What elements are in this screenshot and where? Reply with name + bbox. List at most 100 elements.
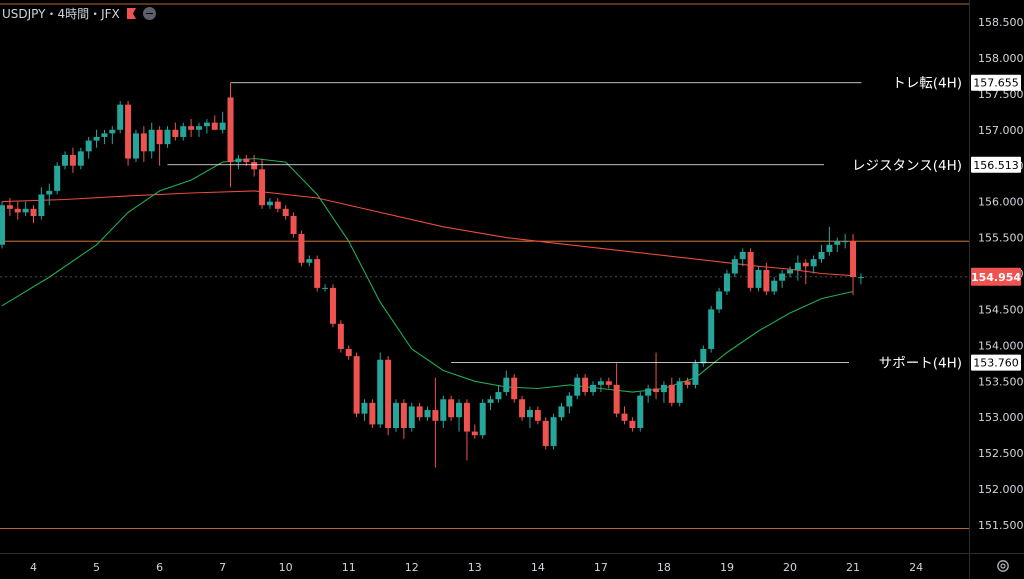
candle-body <box>771 280 778 292</box>
price-tick-label: 151.500 <box>978 519 1024 532</box>
candle-body <box>731 259 738 274</box>
candle-body <box>503 377 510 393</box>
current-price-label: 154.954 <box>971 271 1021 284</box>
price-tick-label: 158.500 <box>978 16 1024 29</box>
candle-body <box>629 420 636 428</box>
time-tick-label: 18 <box>657 561 671 574</box>
candle-body <box>621 413 628 421</box>
candle-body <box>574 377 581 396</box>
price-tag-box <box>971 354 1021 371</box>
ma-long-line <box>1 190 854 277</box>
price-tick-label: 157.000 <box>978 124 1024 137</box>
candle-body <box>93 136 100 141</box>
candle-body <box>125 104 132 159</box>
candle-body <box>495 392 502 400</box>
candle-body <box>117 104 124 130</box>
candle-body <box>196 126 202 130</box>
candle-body <box>479 402 486 436</box>
candle-body <box>132 133 139 159</box>
candle-body <box>188 126 195 130</box>
time-tick-label: 7 <box>219 561 226 574</box>
symbol-title[interactable]: USDJPY・4時間・JFX <box>2 6 120 21</box>
candle-body <box>542 420 549 446</box>
candle-body <box>857 277 864 279</box>
candle-body <box>842 241 849 243</box>
price-tick-label: 154.000 <box>978 339 1024 352</box>
candle-body <box>463 402 470 432</box>
candle-body <box>723 273 730 292</box>
candle-body <box>511 377 518 400</box>
candle-body <box>109 129 116 134</box>
price-tag-label: 156.513 <box>973 159 1019 172</box>
time-tick-label: 19 <box>720 561 734 574</box>
time-tick-label: 5 <box>93 561 100 574</box>
price-tick-label: 156.000 <box>978 196 1024 209</box>
candle-body <box>408 406 415 428</box>
candle-body <box>708 309 715 349</box>
settings-gear-icon[interactable] <box>996 558 1010 572</box>
price-tick-label: 157.500 <box>978 88 1024 101</box>
candle-body <box>787 269 793 274</box>
candle-body <box>850 241 857 278</box>
flag-icon[interactable] <box>126 7 137 19</box>
candle-body <box>590 384 596 393</box>
candle-body <box>38 194 45 217</box>
candle-body <box>22 208 29 213</box>
candle-body <box>180 126 187 137</box>
candle-body <box>637 395 644 428</box>
candle-body <box>274 201 281 209</box>
candle-body <box>211 122 218 130</box>
candle-body <box>329 287 336 324</box>
candle-body <box>164 129 171 145</box>
price-tag-box <box>971 74 1021 91</box>
candle-body <box>826 244 833 252</box>
candle-body <box>251 162 258 170</box>
candle-body <box>653 388 660 393</box>
ma-short-line <box>1 157 854 393</box>
candle-body <box>361 402 368 414</box>
candle-body <box>747 251 754 288</box>
candle-body <box>818 251 825 260</box>
price-tag-label: 153.760 <box>973 357 1019 370</box>
time-tick-label: 21 <box>846 561 860 574</box>
candle-body <box>85 140 92 152</box>
price-tag-label: 157.655 <box>973 77 1019 90</box>
candle-body <box>400 402 407 428</box>
candle-body <box>416 406 423 418</box>
candle-body <box>101 133 108 137</box>
candle-body <box>779 273 786 281</box>
candle-body <box>62 154 69 166</box>
candle-body <box>550 417 557 446</box>
candle-body <box>605 381 612 385</box>
candle-body <box>558 406 565 418</box>
candle-body <box>306 259 313 263</box>
candle-body <box>763 269 770 292</box>
candle-body <box>140 133 147 152</box>
candle-body <box>227 97 234 163</box>
candle-body <box>156 129 163 145</box>
candle-body <box>235 158 242 163</box>
price-tick-label: 153.000 <box>978 411 1024 424</box>
candle-body <box>802 262 809 267</box>
minus-circle-icon[interactable] <box>142 6 156 20</box>
candle-body <box>369 402 376 425</box>
candle-body <box>54 165 61 191</box>
candle-body <box>582 377 589 393</box>
time-tick-label: 17 <box>594 561 608 574</box>
candle-body <box>290 216 297 234</box>
candle-body <box>353 356 360 414</box>
candle-body <box>519 399 526 418</box>
candle-body <box>345 348 352 357</box>
candle-body <box>377 359 384 425</box>
candle-body <box>471 431 478 436</box>
price-tick-label: 152.000 <box>978 483 1024 496</box>
candle-body <box>14 208 21 213</box>
candle-body <box>739 251 746 260</box>
candle-body <box>810 259 817 267</box>
candle-body <box>700 348 707 364</box>
price-tag-box <box>971 156 1021 173</box>
price-tick-label: 154.500 <box>978 303 1024 316</box>
price-tick-label: 153.500 <box>978 375 1024 388</box>
candle-body <box>684 381 691 385</box>
